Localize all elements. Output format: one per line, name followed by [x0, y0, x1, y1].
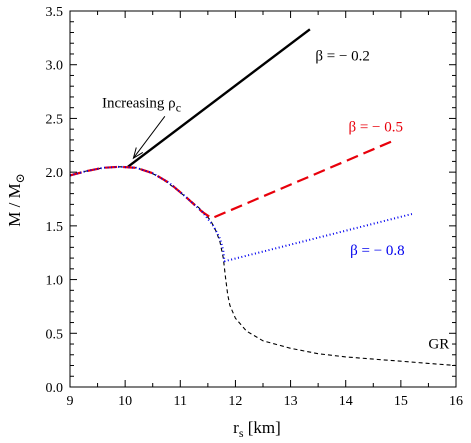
arrow-shaft [133, 115, 166, 159]
series-label: β = − 0.8 [350, 243, 405, 259]
x-tick-label: 14 [339, 394, 353, 409]
y-axis-label: M / M⊙ [5, 173, 27, 227]
y-tick-label: 1.5 [46, 220, 64, 235]
series-line-0-5 [69, 138, 396, 220]
y-tick-label: 3.5 [46, 5, 64, 20]
plot-frame [69, 10, 457, 388]
y-tick-label: 2.5 [46, 112, 64, 127]
x-tick-label: 12 [228, 394, 242, 409]
arrow-head [132, 147, 144, 160]
x-tick-label: 10 [118, 394, 132, 409]
x-tick-label: 16 [449, 394, 463, 409]
x-tick-label: 9 [67, 394, 74, 409]
series-label: β = − 0.2 [315, 48, 370, 64]
x-tick-label: 11 [174, 394, 187, 409]
y-tick-label: 1.0 [46, 274, 64, 289]
x-axis-label: rs [km] [233, 418, 281, 440]
series-line-gr [69, 166, 457, 367]
x-tick-label: 13 [284, 394, 298, 409]
y-tick-label: 0.5 [46, 327, 64, 342]
y-tick-label: 3.0 [46, 59, 64, 74]
y-tick-label: 0.0 [46, 381, 64, 396]
x-tick-label: 15 [394, 394, 408, 409]
axis-ticks: 9 10 11 12 13 14 15 16 0.0 0.5 1.0 1.5 2.0 2.5 3.0 3.5 [46, 5, 464, 409]
curves-layer [69, 28, 457, 367]
series-label: GR [428, 336, 449, 352]
arrow-annotation-label: Increasing ρc [102, 96, 181, 115]
annotations-layer: GR β = − 0.2 β = − 0.5 β = − 0.8 Increasing … [102, 48, 449, 352]
series-line-0-2 [127, 28, 311, 168]
series-label: β = − 0.5 [348, 119, 403, 135]
y-tick-label: 2.0 [46, 166, 64, 181]
